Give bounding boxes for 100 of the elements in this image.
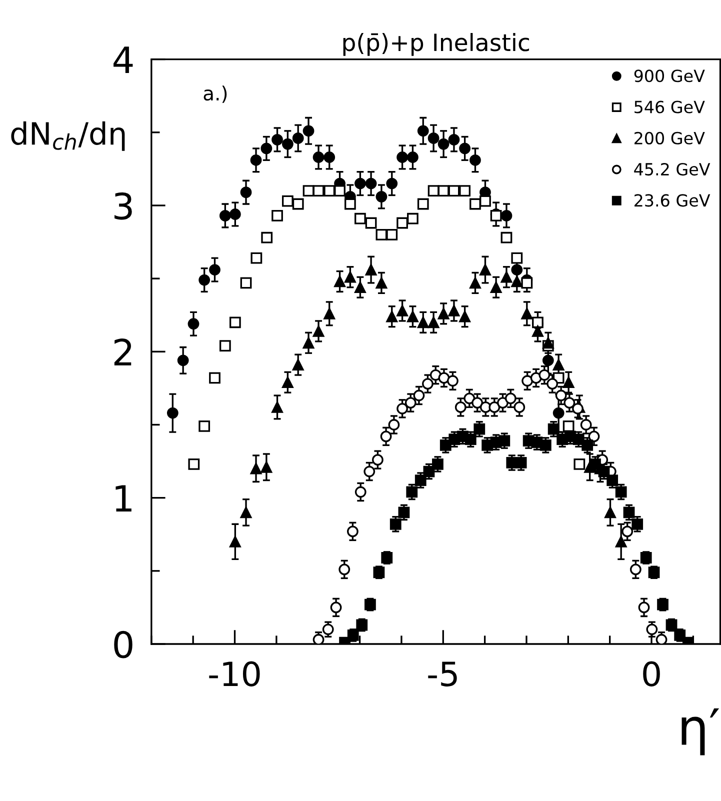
y-tick-label: 2 [114,338,132,366]
point [344,198,356,210]
point [522,375,534,387]
point [330,602,342,614]
point [448,134,460,146]
point [604,506,616,518]
point [260,461,272,473]
point [396,305,408,316]
point [515,457,527,468]
point [177,354,189,366]
point [521,308,533,320]
point [292,198,304,210]
point [398,506,410,518]
point [302,185,314,197]
point [448,185,460,197]
point [514,401,526,413]
point [417,316,429,328]
point [386,310,398,322]
point [454,401,466,413]
point [209,372,220,384]
point [572,402,584,414]
point [504,392,516,404]
point [470,277,481,289]
point [622,526,634,538]
point [354,178,366,190]
point [324,152,336,163]
point [250,154,262,166]
y-tick-label: 1 [116,485,132,512]
point [656,634,668,644]
point [282,195,294,207]
y-axis-title: dN$_{ch}$/dη [11,121,125,151]
point [324,185,336,197]
point [417,198,429,210]
point [219,340,231,352]
point [511,264,523,276]
point [630,564,642,576]
annotation: a.) [204,86,227,103]
point [240,506,252,518]
point [574,458,586,470]
point [198,274,210,286]
x-axis-title: η′ [682,708,720,756]
point [334,185,346,197]
x-tick-label: 0 [643,661,660,686]
point [282,376,294,388]
point [292,359,304,370]
point [250,462,262,474]
point [240,186,252,198]
point [615,486,627,498]
point [229,208,241,220]
point [338,564,350,576]
point [219,210,231,222]
y-tick-label: 0 [114,630,132,658]
point [344,271,356,283]
point [292,132,304,144]
point [428,185,440,197]
point [546,378,558,390]
point [322,624,334,636]
point [500,271,512,283]
point [490,282,502,294]
legend-label: 45.2 GeV [634,162,710,176]
y-tick-label: 3 [114,192,132,220]
legend-label: 200 GeV [634,132,705,144]
point [413,390,425,402]
point [347,526,358,538]
point [261,232,273,244]
point [272,210,283,222]
point [404,397,416,408]
x-tick-label: -5 [428,662,457,686]
point [386,178,398,190]
point [447,375,458,387]
point [438,138,450,150]
point [438,372,450,384]
point [407,310,418,322]
point [470,198,481,210]
point [588,430,600,442]
point [302,337,314,349]
point [440,440,452,451]
point [354,282,366,294]
point [354,212,366,224]
point [407,212,418,224]
point [380,430,392,442]
point [272,134,283,146]
point [312,152,324,163]
point [272,401,283,413]
point [414,474,426,486]
point [428,316,440,328]
point [580,419,592,430]
point [365,217,377,229]
point [386,228,398,240]
legend-label: 546 GeV [634,100,705,114]
point [470,154,481,166]
point [562,420,574,432]
point [564,397,576,408]
point [532,325,544,337]
point [511,252,523,264]
legend-label: 23.6 GeV [634,194,710,207]
point [260,142,272,154]
point [396,402,408,414]
point [365,178,377,190]
point [396,217,408,229]
